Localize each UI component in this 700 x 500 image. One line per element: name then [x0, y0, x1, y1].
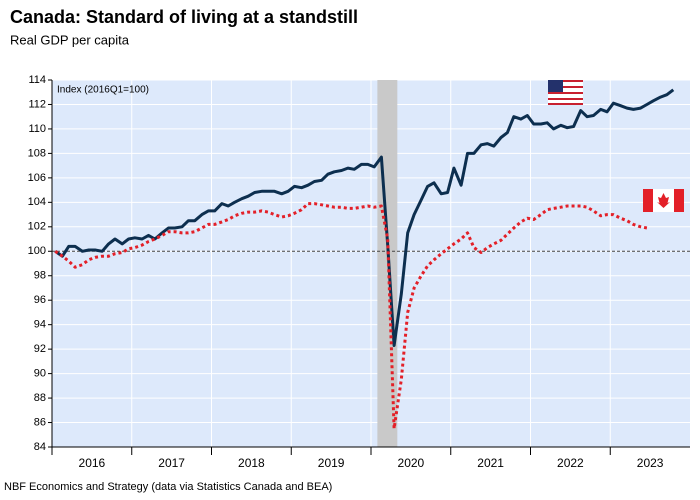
y-tick-label: 88	[34, 392, 46, 404]
y-tick-label: 104	[28, 196, 46, 208]
canada-flag	[643, 189, 684, 212]
series-line	[54, 202, 648, 431]
y-tick-label: 102	[28, 221, 46, 233]
chart-subtitle: Real GDP per capita	[10, 32, 130, 47]
x-tick-label: 2017	[158, 456, 185, 470]
y-tick-label: 96	[34, 294, 46, 306]
source: NBF Economics and Strategy (data via Sta…	[4, 481, 332, 493]
x-tick-label: 2021	[477, 456, 504, 470]
x-tick-label: 2023	[637, 456, 664, 470]
y-tick-label: 106	[28, 172, 46, 184]
y-tick-label: 94	[34, 319, 46, 331]
y-tick-label: 100	[28, 245, 46, 257]
x-tick-label: 2020	[398, 456, 425, 470]
y-tick-label: 98	[34, 270, 46, 282]
y-tick-label: 86	[34, 416, 46, 428]
y-tick-label: 92	[34, 343, 46, 355]
marks	[52, 80, 690, 447]
x-tick-label: 2016	[79, 456, 106, 470]
y-tick-label: 110	[28, 123, 46, 135]
chart-title: Canada: Standard of living at a standsti…	[10, 7, 358, 27]
y-tick-label: 90	[34, 368, 46, 380]
x-tick-label: 2022	[557, 456, 584, 470]
us-flag	[548, 80, 583, 105]
y-tick-label: 108	[28, 147, 46, 159]
annotation: Index (2016Q1=100)	[57, 85, 149, 96]
y-tick-label: 114	[28, 74, 46, 86]
y-tick-label: 84	[34, 441, 46, 453]
x-tick-label: 2018	[238, 456, 265, 470]
y-tick-label: 112	[28, 98, 46, 110]
x-tick-label: 2019	[318, 456, 345, 470]
